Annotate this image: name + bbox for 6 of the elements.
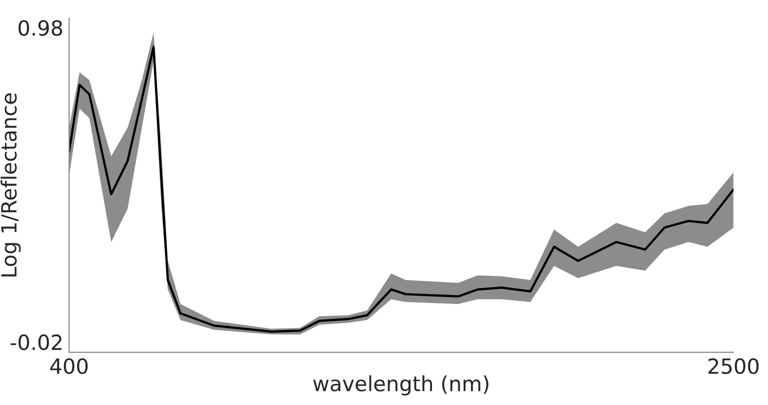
y-tick-label: -0.02 [10, 334, 62, 350]
x-tick-label: 400 [50, 358, 88, 374]
x-axis-title: wavelength (nm) [313, 375, 488, 396]
y-tick-label: 0.98 [18, 20, 62, 36]
x-tick-label: 2500 [708, 358, 759, 374]
y-axis-title: Log 1/Reflectance [0, 93, 21, 276]
